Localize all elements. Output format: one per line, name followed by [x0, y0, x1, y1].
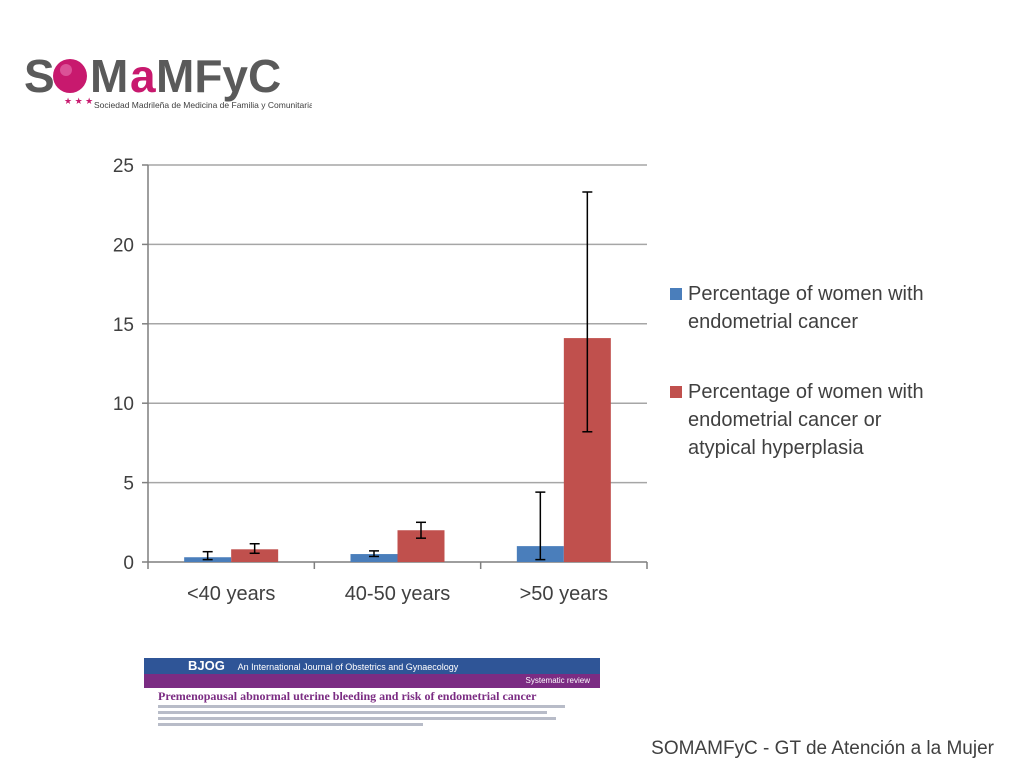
legend-label: Percentage of women with endometrial canc… — [688, 283, 924, 333]
footer-text: SOMAMFyC - GT de Atención a la Mujer — [651, 738, 994, 759]
bar-chart-svg: 0 5 10 15 20 25 <40 years 40-50 years >50 years P… — [113, 156, 924, 605]
y-tick-label: 10 — [113, 394, 134, 415]
legend-swatch — [670, 386, 682, 398]
x-tick-label: 40-50 years — [345, 583, 451, 605]
bar — [350, 554, 398, 562]
y-tick-label: 0 — [123, 553, 134, 574]
legend-swatch — [670, 288, 682, 300]
bar — [231, 549, 279, 562]
somamfyc-logo: S M a MFyC ★ ★ ★ Sociedad Madrileña de M… — [22, 48, 314, 114]
legend-label: Percentage of women with endometrial canc… — [688, 381, 924, 459]
svg-text:★ ★ ★: ★ ★ ★ — [64, 96, 93, 106]
svg-text:S: S — [24, 50, 55, 102]
svg-text:MFyC: MFyC — [156, 50, 281, 102]
article-title: Premenopausal abnormal uterine bleeding … — [158, 689, 537, 703]
y-tick-label: 20 — [113, 235, 134, 256]
svg-text:M: M — [90, 50, 128, 102]
journal-brand: BJOG — [188, 658, 225, 673]
y-tick-label: 25 — [113, 156, 134, 177]
y-tick-label: 5 — [123, 474, 134, 495]
article-author-lines — [144, 705, 600, 726]
x-tick-label: <40 years — [187, 583, 275, 605]
somamfyc-logo-image: S M a MFyC ★ ★ ★ Sociedad Madrileña de M… — [24, 50, 314, 110]
svg-text:a: a — [130, 50, 156, 102]
journal-subtitle: An International Journal of Obstetrics a… — [237, 662, 459, 672]
bar-chart: 0 5 10 15 20 25 <40 years 40-50 years >50 years P… — [100, 150, 980, 620]
svg-text:Sociedad Madrileña de Medicina: Sociedad Madrileña de Medicina de Famili… — [94, 100, 312, 110]
journal-header: BJOG An International Journal of Obstetr… — [144, 658, 600, 674]
x-tick-label: >50 years — [520, 583, 608, 605]
journal-article-thumbnail: BJOG An International Journal of Obstetr… — [144, 658, 600, 738]
y-tick-label: 15 — [113, 315, 134, 336]
journal-section: Systematic review — [144, 674, 600, 688]
